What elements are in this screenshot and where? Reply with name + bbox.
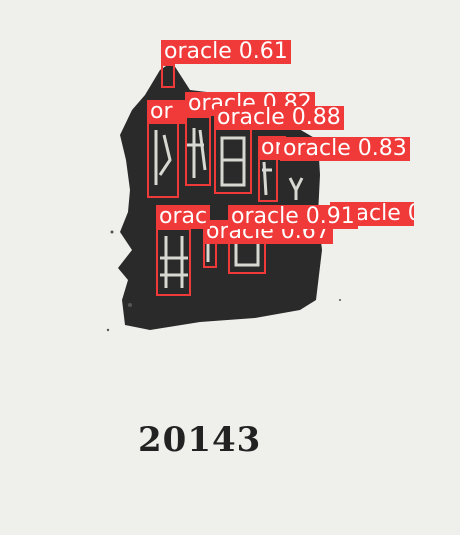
detection-label: oracle 0.83 — [280, 137, 410, 161]
detection-label: oracle 0.88 — [214, 106, 344, 130]
detection-label: or — [147, 100, 187, 124]
specimen-number: 20143 — [138, 420, 261, 460]
detection-box — [185, 116, 211, 186]
detection-label: orac — [156, 205, 210, 229]
detection-box — [214, 128, 252, 194]
detection-box — [147, 122, 179, 198]
detection-box — [258, 156, 278, 202]
detection-label: oracle 0.61 — [161, 40, 291, 64]
detection-box — [161, 64, 175, 88]
detection-label: oracle 0.91 — [228, 205, 358, 229]
detection-box — [156, 228, 191, 296]
